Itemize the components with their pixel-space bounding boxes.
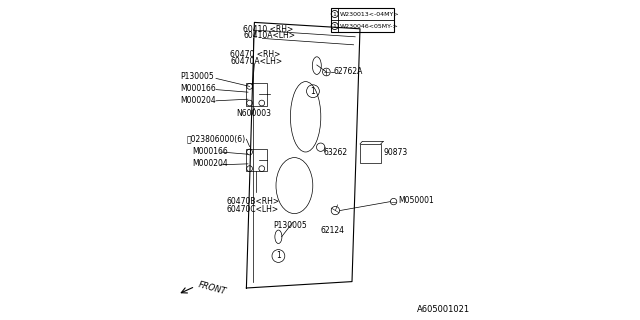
Text: 1: 1	[310, 87, 316, 96]
Text: M050001: M050001	[398, 196, 434, 205]
Text: 62762A: 62762A	[334, 68, 363, 76]
Text: 1: 1	[276, 252, 281, 260]
Text: W230013<-04MY>: W230013<-04MY>	[340, 12, 399, 17]
Text: FRONT: FRONT	[197, 280, 227, 296]
Text: 60470C<LH>: 60470C<LH>	[227, 205, 278, 214]
Text: ⓝ023806000(6): ⓝ023806000(6)	[186, 135, 245, 144]
Text: N600003: N600003	[236, 109, 271, 118]
Bar	[246, 149, 267, 171]
Text: W230046<05MY->: W230046<05MY->	[340, 23, 399, 28]
Text: 63262: 63262	[324, 148, 348, 157]
Text: M000166: M000166	[180, 84, 216, 93]
Text: M000204: M000204	[180, 96, 216, 105]
Bar	[332, 8, 394, 32]
Bar	[246, 83, 267, 106]
Bar	[360, 144, 381, 163]
Text: M000166: M000166	[192, 147, 228, 156]
Text: 60470 <RH>: 60470 <RH>	[230, 50, 281, 59]
Text: 60470B<RH>: 60470B<RH>	[227, 197, 280, 206]
Text: 60410 <RH>: 60410 <RH>	[243, 25, 294, 34]
Text: 60410A<LH>: 60410A<LH>	[243, 31, 295, 40]
Text: P130005: P130005	[274, 221, 307, 230]
Text: 1: 1	[333, 23, 337, 28]
Text: A605001021: A605001021	[417, 305, 470, 314]
Text: 62124: 62124	[321, 226, 345, 235]
Text: P130005: P130005	[180, 72, 214, 81]
Text: 90873: 90873	[384, 148, 408, 157]
Text: 1: 1	[333, 12, 337, 17]
Text: 60470A<LH>: 60470A<LH>	[230, 57, 282, 66]
Text: M000204: M000204	[192, 159, 228, 168]
